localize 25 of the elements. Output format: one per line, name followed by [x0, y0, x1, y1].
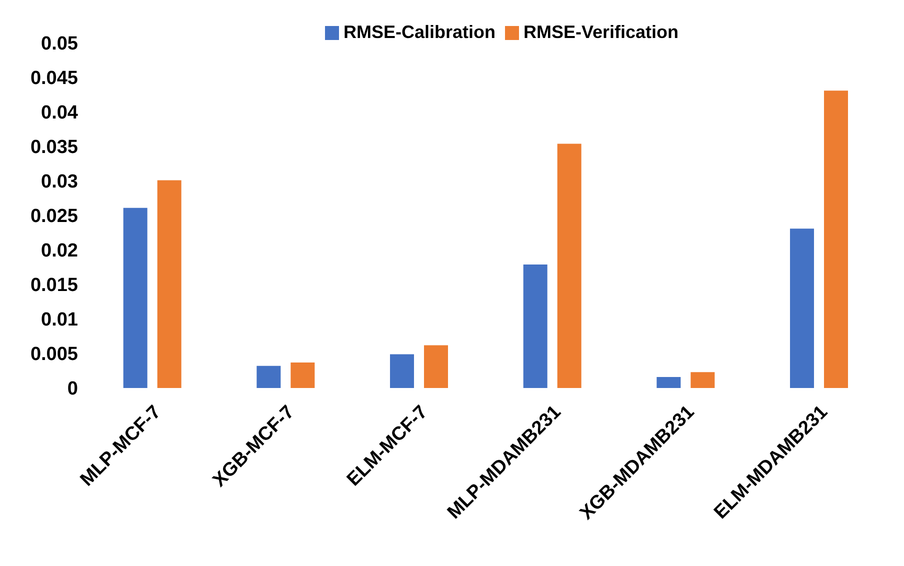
bar [256, 366, 281, 388]
y-tick-label: 0.01 [41, 310, 78, 331]
bar [157, 180, 182, 388]
bar [424, 345, 448, 388]
y-tick-label: 0.045 [30, 68, 78, 90]
y-tick-label: 0.04 [41, 102, 78, 124]
y-tick-label: 0.05 [41, 34, 78, 55]
bar [690, 372, 715, 388]
legend-label: RMSE-Calibration [343, 22, 496, 42]
bar [790, 228, 814, 388]
y-tick-label: 0 [67, 378, 78, 400]
bar [390, 354, 414, 388]
y-tick-label: 0.035 [30, 137, 78, 158]
bar [656, 376, 681, 388]
bar [557, 144, 582, 388]
y-tick-label: 0.015 [30, 275, 78, 296]
bar [523, 264, 548, 388]
bar [123, 208, 148, 388]
bar [824, 90, 848, 388]
y-tick-label: 0.03 [41, 172, 78, 193]
legend-label: RMSE-Verification [523, 22, 679, 42]
y-tick-label: 0.025 [30, 206, 78, 228]
y-tick-label: 0.02 [41, 240, 78, 262]
y-tick-label: 0.005 [30, 344, 78, 366]
bar [290, 362, 315, 388]
